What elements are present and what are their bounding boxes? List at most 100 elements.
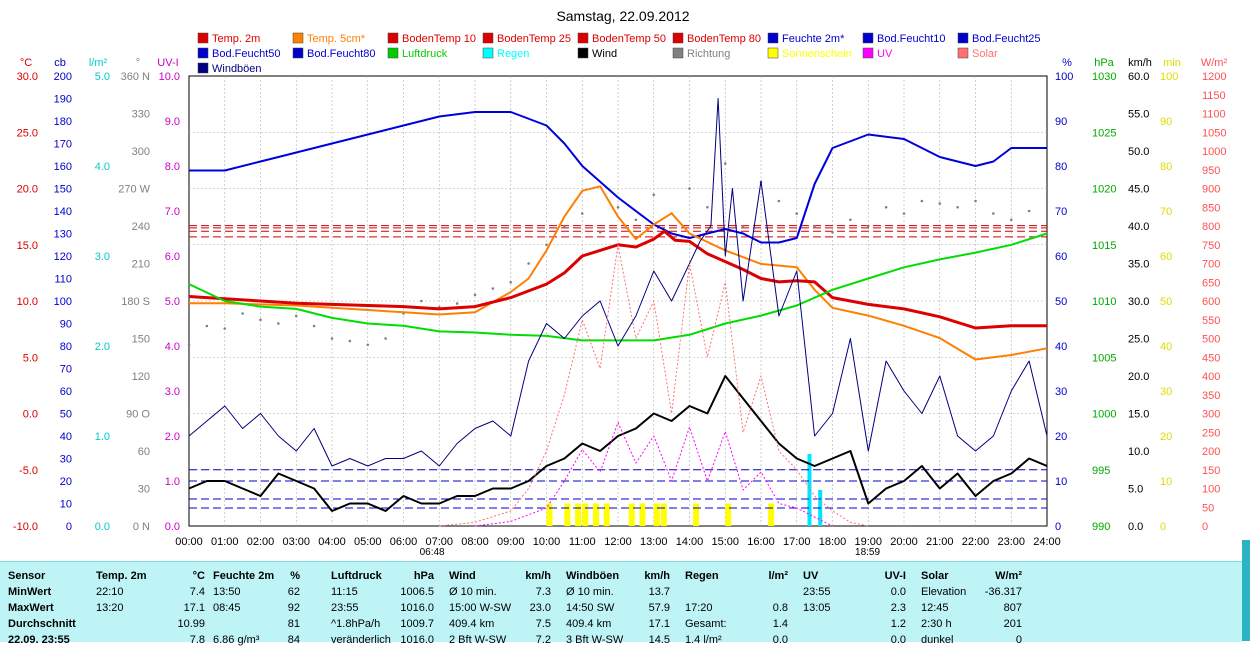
table-cell: 807	[1003, 602, 1022, 614]
direction-point	[259, 318, 262, 322]
axis-tick-label: 0 N	[133, 521, 150, 533]
table-cell: 22:10	[96, 586, 124, 598]
table-cell: 81	[287, 618, 300, 630]
table-cell: 0	[1015, 634, 1022, 646]
axis-tick-label: 40.0	[1128, 221, 1149, 233]
table-cell: 13:20	[96, 602, 124, 614]
table-header: l/m²	[768, 570, 788, 582]
axis-tick-label: 40	[1160, 341, 1172, 353]
axis-tick-label: 2.0	[165, 431, 180, 443]
axis-tick-label: 90	[60, 319, 72, 331]
sunshine-bar	[592, 503, 599, 526]
x-tick-label: 21:00	[926, 536, 954, 548]
axis-tick-label: 100	[54, 296, 72, 308]
axis-tick-label: 450	[1202, 352, 1220, 364]
scrollbar[interactable]	[1242, 540, 1250, 641]
table-cell: 0.0	[890, 634, 906, 646]
axis-tick-label: 190	[54, 94, 72, 106]
sunshine-bar	[768, 503, 775, 526]
direction-point	[920, 199, 924, 203]
table-cell: 1006.5	[400, 586, 434, 598]
axis-tick-label: 160	[54, 161, 72, 173]
x-tick-label: 23:00	[997, 536, 1025, 548]
axis-tick-label: 10.0	[159, 71, 180, 83]
direction-point	[938, 202, 942, 205]
x-tick-label: 11:00	[569, 536, 596, 548]
sunshine-bar	[693, 503, 700, 526]
table-cell: 409.4 km	[566, 618, 612, 630]
series-line-luftdruck	[188, 232, 1048, 342]
legend-swatch	[292, 32, 304, 44]
legend-swatch	[577, 32, 589, 44]
direction-point	[205, 324, 209, 328]
axis-tick-label: 5.0	[23, 352, 38, 364]
axis-tick-label: 1010	[1092, 296, 1116, 308]
legend-swatch	[672, 47, 684, 59]
table-cell: MaxWert	[8, 602, 54, 614]
legend-swatch	[957, 32, 969, 44]
direction-point	[866, 224, 870, 228]
series-line-uv	[474, 422, 833, 527]
axis-tick-label: 3.0	[95, 251, 110, 263]
direction-point	[1027, 209, 1031, 213]
table-cell: 84	[287, 634, 300, 646]
direction-point	[491, 287, 495, 290]
table-cell: 62	[287, 586, 300, 598]
table-cell: 13.7	[648, 586, 670, 598]
table-cell: 2.3	[890, 602, 906, 614]
table-header: UV	[803, 570, 819, 582]
legend-label: UV	[877, 48, 893, 60]
table-cell: 57.9	[648, 602, 670, 614]
axis-tick-label: 9.0	[165, 116, 180, 128]
x-tick-label: 08:00	[461, 536, 489, 548]
axis-tick-label: 50	[1055, 296, 1067, 308]
direction-point	[241, 312, 244, 315]
direction-point	[813, 224, 816, 228]
table-cell: 3 Bft W-SW	[566, 634, 624, 646]
legend-label: BodenTemp 80	[687, 33, 761, 45]
axis-tick-label: 1030	[1092, 71, 1116, 83]
table-cell: 11:15	[331, 586, 358, 598]
table-cell: Durchschnitt	[8, 618, 76, 630]
axis-tick-label: 330	[132, 109, 150, 121]
table-cell: 0.0	[890, 586, 906, 598]
axis-tick-label: 300	[1202, 409, 1220, 421]
axis-tick-label: 60.0	[1128, 71, 1149, 83]
axis-tick-label: 20	[1055, 431, 1067, 443]
axis-tick-label: 650	[1202, 277, 1220, 289]
direction-point	[777, 199, 781, 203]
axis-tick-label: 8.0	[165, 161, 180, 173]
x-tick-label: 15:00	[711, 536, 739, 548]
axis-tick-label: 1000	[1202, 146, 1226, 158]
x-tick-label: 03:00	[282, 536, 310, 548]
x-tick-label: 00:00	[175, 536, 203, 548]
axis-tick-label: 10.0	[17, 296, 38, 308]
legend-label: Windböen	[212, 63, 262, 75]
axis-unit: km/h	[1128, 57, 1152, 69]
direction-point	[294, 314, 298, 318]
direction-point	[974, 199, 977, 203]
table-header: Wind	[449, 570, 476, 582]
direction-point	[473, 293, 477, 297]
legend-swatch	[197, 32, 209, 44]
sunshine-bar	[639, 503, 646, 526]
axis-tick-label: 7.0	[165, 206, 180, 218]
axis-tick-label: 0.0	[165, 521, 180, 533]
axis-tick-label: 100	[1202, 484, 1220, 496]
x-tick-label: 05:00	[354, 536, 382, 548]
x-tick-label: 20:00	[890, 536, 918, 548]
table-cell: 1016.0	[400, 634, 434, 646]
axis-tick-label: 60	[1160, 251, 1172, 263]
axis-tick-label: 10	[1055, 476, 1067, 488]
sunshine-bar	[725, 503, 732, 526]
table-header: Luftdruck	[331, 570, 382, 582]
axis-tick-label: 1005	[1092, 352, 1116, 364]
legend-label: Temp. 5cm*	[307, 33, 366, 45]
direction-point	[598, 230, 602, 234]
axis-tick-label: 5.0	[165, 296, 180, 308]
series-line-solar	[439, 244, 869, 527]
axis-tick-label: 1100	[1202, 109, 1226, 121]
weather-chart: Samstag, 22.09.2012 Temp. 2m Temp. 5cm* Bo…	[13, 8, 1228, 558]
axis-tick-label: 100	[1160, 71, 1178, 83]
axis-tick-label: 170	[54, 139, 72, 151]
